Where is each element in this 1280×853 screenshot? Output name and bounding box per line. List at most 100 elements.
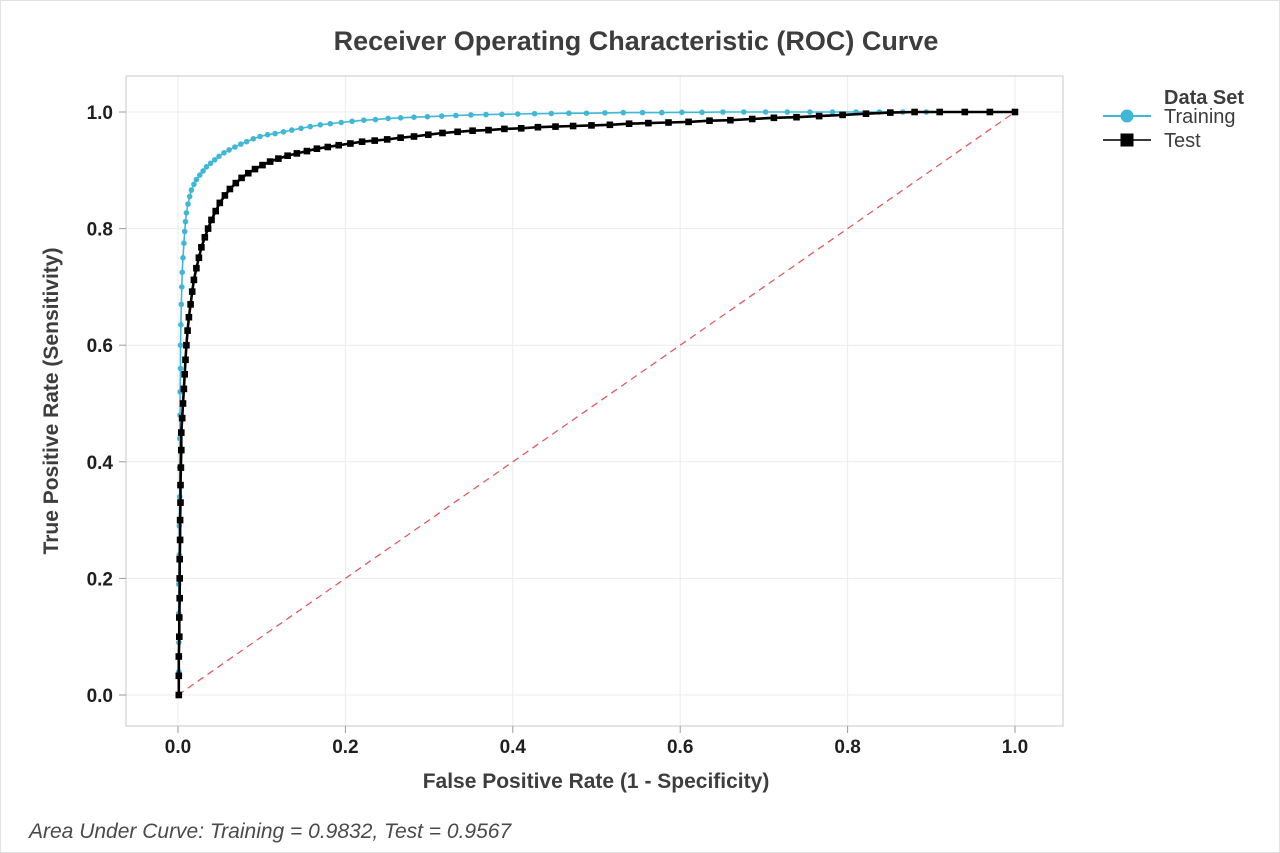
training-point-marker bbox=[197, 172, 203, 178]
test-point-marker bbox=[534, 123, 542, 131]
test-point-marker bbox=[238, 174, 245, 182]
x-tick-label: 1.0 bbox=[1002, 737, 1028, 758]
test-point-marker bbox=[184, 327, 191, 334]
test-point-marker bbox=[178, 414, 186, 422]
test-point-marker bbox=[193, 264, 200, 272]
test-point-marker bbox=[176, 633, 183, 640]
test-point-marker bbox=[485, 126, 492, 134]
test-point-marker bbox=[187, 301, 194, 308]
training-point-marker bbox=[180, 254, 186, 261]
test-point-marker bbox=[245, 169, 252, 177]
training-point-marker bbox=[238, 141, 244, 147]
training-point-marker bbox=[232, 144, 238, 150]
test-point-marker bbox=[190, 276, 198, 284]
training-point-marker bbox=[583, 110, 590, 116]
training-point-marker bbox=[361, 117, 367, 123]
training-point-marker bbox=[720, 109, 726, 115]
test-point-marker bbox=[770, 114, 778, 122]
test-point-marker bbox=[410, 133, 418, 140]
test-point-marker bbox=[439, 129, 446, 137]
training-point-marker bbox=[177, 342, 184, 349]
axis-ticks bbox=[119, 111, 1016, 733]
test-point-marker bbox=[645, 119, 652, 127]
x-tick-label: 0.6 bbox=[667, 737, 693, 758]
training-point-marker bbox=[411, 114, 417, 120]
training-point-marker bbox=[186, 193, 193, 200]
test-point-marker bbox=[212, 207, 219, 215]
test-point-marker bbox=[815, 112, 823, 120]
test-point-marker bbox=[201, 234, 209, 241]
training-point-marker bbox=[226, 147, 232, 153]
training-point-marker bbox=[659, 109, 665, 116]
axis-tick-labels: 0.0 0.2 0.4 0.6 0.8 1.0 0.0 0.2 0.4 0.6 0.8 1.0 bbox=[87, 103, 1029, 758]
test-point-marker bbox=[936, 108, 943, 116]
training-point-marker bbox=[181, 228, 188, 235]
training-point-marker bbox=[178, 301, 185, 308]
test-point-marker bbox=[176, 614, 183, 621]
test-point-marker bbox=[986, 108, 994, 116]
test-point-marker bbox=[216, 199, 224, 207]
training-point-marker bbox=[741, 109, 747, 115]
training-point-marker bbox=[178, 322, 184, 328]
y-axis-title: True Positive Rate (Sensitivity) bbox=[40, 248, 63, 555]
test-point-marker bbox=[179, 400, 187, 407]
training-point-marker bbox=[453, 112, 459, 119]
test-point-marker bbox=[178, 446, 185, 454]
training-point-marker bbox=[221, 150, 227, 156]
test-point-marker bbox=[569, 122, 577, 130]
training-point-marker bbox=[181, 240, 187, 246]
test-point-marker bbox=[226, 185, 234, 193]
test-point-marker bbox=[251, 165, 259, 173]
test-point-marker bbox=[208, 216, 215, 224]
training-point-marker bbox=[212, 157, 218, 163]
test-point-marker bbox=[517, 125, 525, 132]
training-curve-line bbox=[177, 111, 927, 696]
gridlines bbox=[126, 76, 1063, 726]
test-point-marker bbox=[275, 155, 282, 162]
y-tick-label: 1.0 bbox=[87, 103, 113, 124]
test-point-marker bbox=[204, 225, 212, 232]
test-point-marker bbox=[185, 313, 193, 321]
test-point-marker bbox=[324, 143, 332, 151]
test-point-marker bbox=[911, 108, 918, 116]
training-point-marker bbox=[264, 131, 271, 138]
training-curve-markers bbox=[175, 109, 930, 698]
training-point-marker bbox=[216, 153, 222, 160]
legend-label-test: Test bbox=[1164, 130, 1201, 152]
test-point-marker bbox=[180, 385, 188, 393]
training-point-marker bbox=[200, 168, 206, 174]
training-point-marker bbox=[829, 109, 836, 115]
test-point-marker bbox=[176, 594, 183, 602]
training-point-marker bbox=[257, 133, 263, 140]
test-point-marker bbox=[188, 288, 196, 295]
chart-title: Receiver Operating Characteristic (ROC) … bbox=[334, 26, 939, 56]
training-point-marker bbox=[483, 111, 489, 118]
training-point-marker bbox=[349, 118, 355, 125]
training-point-marker bbox=[639, 109, 646, 116]
y-tick-label: 0.4 bbox=[87, 453, 114, 474]
test-point-marker bbox=[195, 254, 203, 261]
test-point-marker bbox=[293, 150, 301, 157]
x-tick-label: 0.8 bbox=[834, 737, 860, 758]
test-point-marker bbox=[335, 141, 342, 149]
test-point-marker bbox=[454, 128, 461, 136]
test-point-marker bbox=[347, 140, 354, 147]
legend-title: Data Set bbox=[1164, 87, 1244, 109]
test-point-marker bbox=[175, 691, 183, 699]
training-point-marker bbox=[372, 116, 379, 123]
training-point-marker bbox=[250, 136, 257, 142]
training-point-marker bbox=[679, 109, 685, 116]
training-point-marker bbox=[602, 110, 608, 116]
test-point-marker bbox=[588, 122, 595, 129]
test-point-marker bbox=[469, 127, 476, 134]
test-point-marker bbox=[397, 134, 404, 141]
plot-area-border bbox=[125, 75, 1064, 727]
training-point-marker bbox=[620, 109, 627, 116]
test-point-marker bbox=[175, 653, 183, 660]
training-point-marker bbox=[397, 115, 404, 121]
test-curve-markers bbox=[175, 108, 1019, 699]
test-point-marker bbox=[266, 158, 274, 165]
training-point-marker bbox=[280, 129, 287, 135]
x-axis-title: False Positive Rate (1 - Specificity) bbox=[423, 770, 770, 793]
